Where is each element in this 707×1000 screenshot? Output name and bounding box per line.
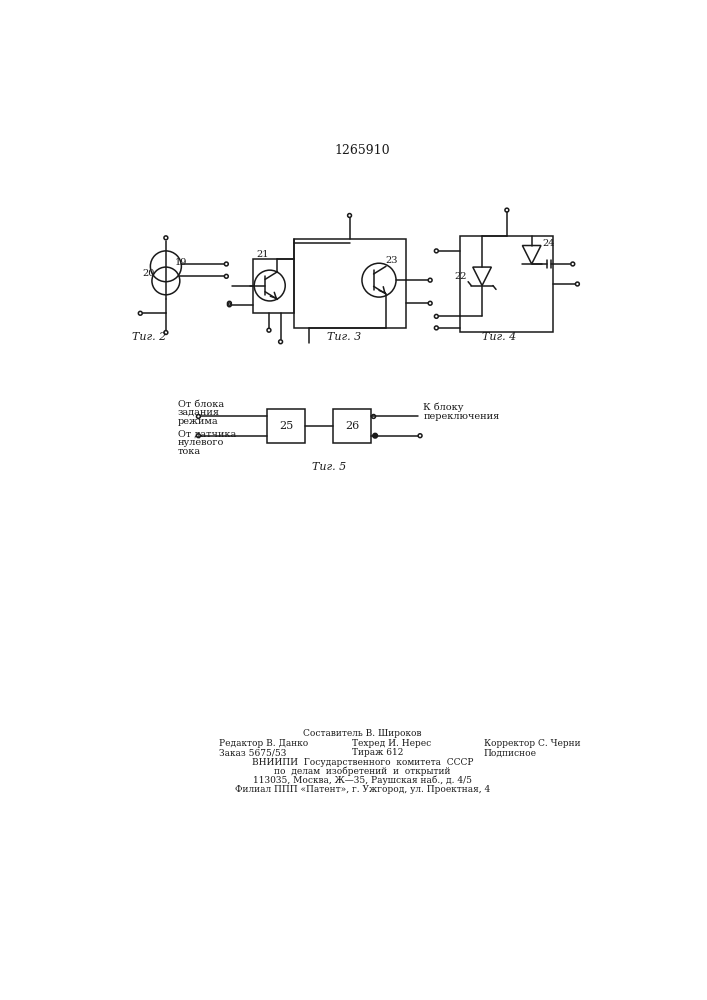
Text: Техред И. Нерес: Техред И. Нерес [352,739,431,748]
Text: Τиг. 3: Τиг. 3 [327,332,361,342]
Text: 26: 26 [345,421,359,431]
Text: Заказ 5675/53: Заказ 5675/53 [218,748,286,757]
Text: ВНИИПИ  Государственного  комитета  СССР: ВНИИПИ Государственного комитета СССР [252,758,474,767]
Text: Составитель В. Широков: Составитель В. Широков [303,729,422,738]
Text: От блока: От блока [177,400,223,409]
Bar [332,409,371,443]
Bar [460,235,554,332]
Text: 25: 25 [279,421,293,431]
Text: 113035, Москва, Ж—35, Раушская наб., д. 4/5: 113035, Москва, Ж—35, Раушская наб., д. … [253,776,472,785]
Text: переключения: переключения [423,412,499,421]
Text: задания: задания [177,408,219,417]
Text: 22: 22 [454,272,467,281]
Text: 19: 19 [175,258,187,267]
Text: нулевого: нулевого [177,438,224,447]
Text: 1265910: 1265910 [335,144,390,157]
Text: От датчика: От датчика [177,430,235,439]
Text: Редактор В. Данко: Редактор В. Данко [218,739,308,748]
Text: Τиг. 4: Τиг. 4 [482,332,516,342]
Text: Τиг. 2: Τиг. 2 [132,332,166,342]
Text: Τиг. 5: Τиг. 5 [312,462,346,472]
Bar [267,409,305,443]
Text: 20: 20 [143,269,155,278]
Text: 24: 24 [542,239,555,248]
Text: режима: режима [177,417,218,426]
Text: Подписное: Подписное [484,748,537,757]
Bar [253,259,293,312]
Text: К блоку: К блоку [423,402,464,412]
Bar [293,239,406,328]
Text: Корректор С. Черни: Корректор С. Черни [484,739,580,748]
Text: по  делам  изобретений  и  открытий: по делам изобретений и открытий [274,767,451,776]
Text: тока: тока [177,447,201,456]
Text: 21: 21 [257,250,269,259]
Text: Тираж 612: Тираж 612 [352,748,403,757]
Text: Филиал ППП «Патент», г. Ужгород, ул. Проектная, 4: Филиал ППП «Патент», г. Ужгород, ул. Про… [235,785,491,794]
Circle shape [373,433,378,438]
Text: 23: 23 [385,256,398,265]
